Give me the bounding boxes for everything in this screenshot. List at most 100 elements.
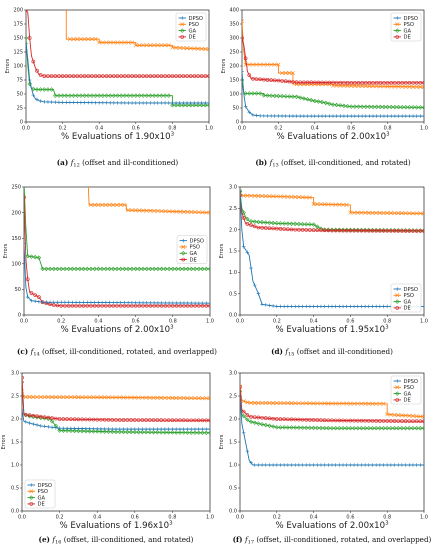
series-point-ga xyxy=(294,94,299,100)
y-tick-label: 300 xyxy=(229,36,239,42)
series-point-de xyxy=(181,74,186,78)
caption-func: f xyxy=(30,347,35,356)
caption-func: f xyxy=(269,158,274,167)
series-point-ga xyxy=(283,94,288,99)
series-point-pso xyxy=(48,160,52,164)
series-point-dpso xyxy=(53,100,58,104)
series-point-dpso xyxy=(263,303,268,307)
series-point-ga xyxy=(29,254,34,259)
series-point-de xyxy=(326,228,331,233)
series-point-de xyxy=(422,80,424,85)
series-point-ga xyxy=(184,102,190,108)
x-axis-label-exponent: 3 xyxy=(385,325,389,331)
y-tick-label: 50 xyxy=(233,106,239,112)
series-point-ga xyxy=(49,419,55,424)
legend-marker-pso xyxy=(395,385,400,390)
series-point-ga xyxy=(392,425,397,431)
series-point-ga xyxy=(414,105,419,110)
legend-marker-pso xyxy=(395,22,400,27)
series-point-dpso xyxy=(119,101,123,105)
series-point-pso xyxy=(35,394,40,399)
series-point-dpso xyxy=(392,463,397,467)
series-point-pso xyxy=(403,84,408,89)
series-point-pso xyxy=(140,395,145,400)
series-point-pso xyxy=(370,210,375,215)
series-point-pso xyxy=(370,401,375,406)
series-point-pso xyxy=(155,395,160,400)
series-point-de xyxy=(355,228,360,233)
series-point-pso xyxy=(333,202,338,207)
legend-marker-ga xyxy=(395,299,400,304)
series-point-pso xyxy=(267,194,272,199)
series-point-pso xyxy=(185,396,190,401)
series-point-ga xyxy=(298,95,303,100)
series-point-de xyxy=(331,80,335,85)
series-point-de xyxy=(144,418,148,422)
series-point-dpso xyxy=(170,101,175,105)
x-axis-label: % Evaluations of 2.00x103 xyxy=(275,521,389,532)
series-point-pso xyxy=(367,84,372,89)
series-point-dpso xyxy=(260,302,264,307)
series-point-dpso xyxy=(107,300,112,305)
legend-label-de: DE xyxy=(190,257,197,263)
series-point-dpso xyxy=(319,463,323,467)
series-point-dpso xyxy=(163,101,167,105)
series-point-dpso xyxy=(114,427,118,431)
series-point-de xyxy=(316,80,321,85)
series-point-ga xyxy=(140,429,145,435)
series-point-dpso xyxy=(293,304,297,309)
series-point-ga xyxy=(122,266,127,272)
series-point-pso xyxy=(307,195,312,200)
series-point-ga xyxy=(410,105,416,110)
legend-marker-pso xyxy=(180,22,185,27)
series-point-de xyxy=(170,74,175,78)
series-point-dpso xyxy=(200,301,205,305)
y-tick-label: 200 xyxy=(229,64,239,70)
series-point-dpso xyxy=(289,304,294,309)
legend-box xyxy=(390,283,422,313)
series-point-pso xyxy=(349,83,354,88)
series-point-de xyxy=(68,74,72,78)
series-point-de xyxy=(71,74,76,78)
series-point-dpso xyxy=(367,114,372,118)
series-point-dpso xyxy=(349,114,353,118)
series-point-dpso xyxy=(106,427,111,431)
series-point-dpso xyxy=(330,304,334,309)
series-point-de xyxy=(26,10,28,12)
series-point-dpso xyxy=(82,100,87,105)
series-point-ga xyxy=(62,266,68,272)
series-point-ga xyxy=(199,102,204,108)
series-point-dpso xyxy=(25,295,30,299)
series-point-pso xyxy=(388,211,393,216)
series-point-pso xyxy=(300,401,305,406)
series-point-de xyxy=(115,74,120,78)
series-point-ga xyxy=(322,425,327,431)
series-point-de xyxy=(344,418,349,423)
y-tick-label: 150 xyxy=(11,236,21,242)
series-point-pso xyxy=(193,210,198,215)
y-tick-label: 400 xyxy=(229,8,239,14)
series-point-dpso xyxy=(360,114,364,118)
series-point-dpso xyxy=(66,300,71,305)
series-point-dpso xyxy=(256,463,261,467)
series-point-de xyxy=(337,228,342,233)
series-point-dpso xyxy=(42,100,47,104)
series-point-de xyxy=(300,417,305,422)
series-point-ga xyxy=(102,429,107,434)
series-point-dpso xyxy=(193,427,197,431)
series-point-pso xyxy=(33,160,37,164)
series-point-de xyxy=(355,418,360,423)
series-point-pso xyxy=(315,202,320,207)
series-point-de xyxy=(46,74,50,78)
series-point-dpso xyxy=(141,101,145,105)
series-point-pso xyxy=(355,210,360,215)
series-point-de xyxy=(359,228,364,233)
legend-label-dpso: DPSO xyxy=(404,287,419,293)
series-point-pso xyxy=(389,84,394,89)
series-point-pso xyxy=(348,401,353,406)
series-point-dpso xyxy=(293,463,297,467)
series-point-ga xyxy=(363,104,368,109)
series-point-ga xyxy=(378,104,383,110)
series-point-ga xyxy=(173,102,179,108)
series-point-de xyxy=(315,228,320,233)
